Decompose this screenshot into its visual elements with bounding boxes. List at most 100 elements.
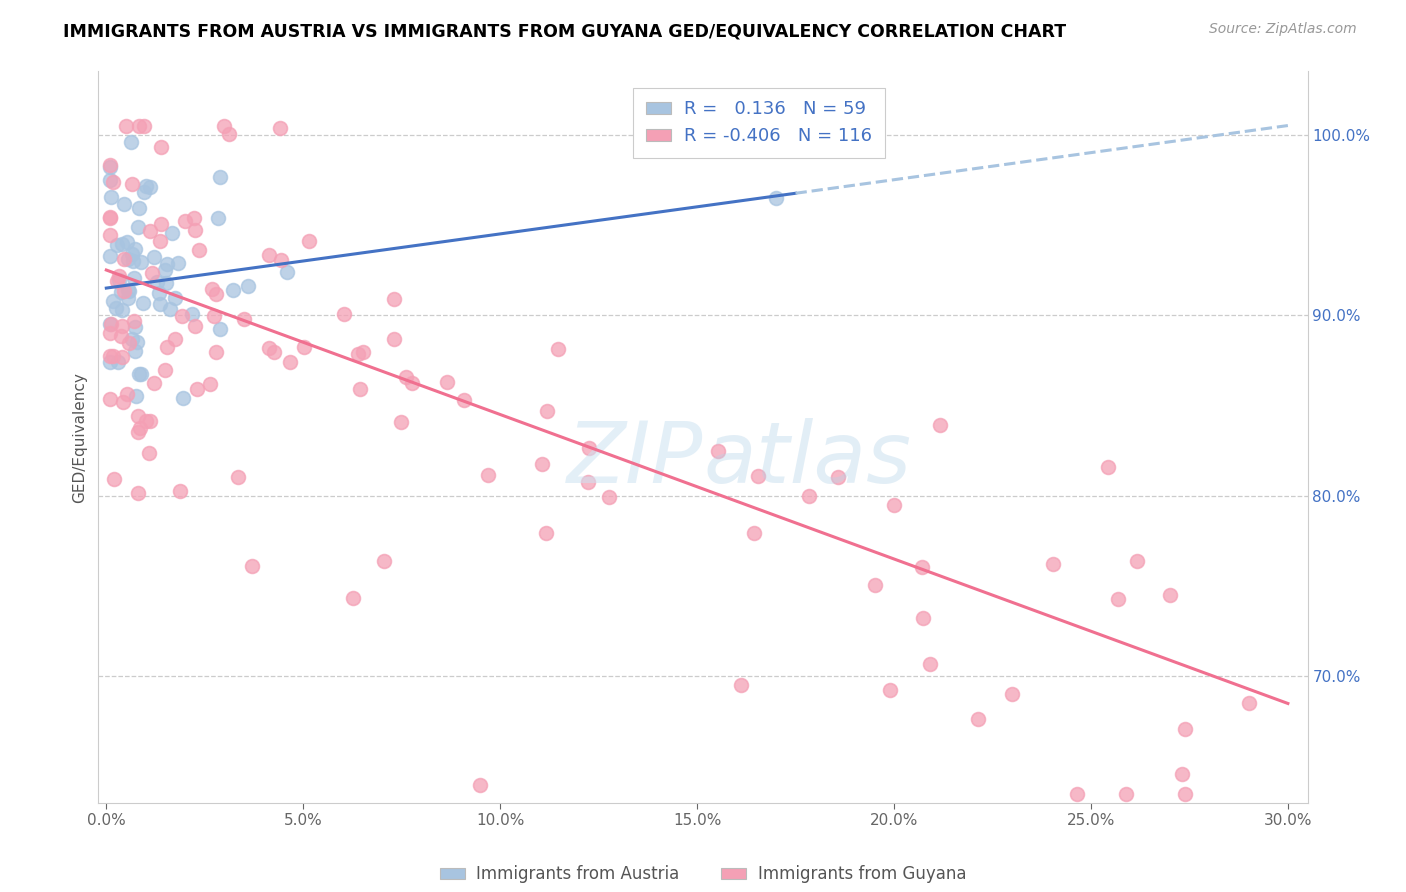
Point <box>208 322 231 336</box>
Point <box>103 472 125 486</box>
Point <box>232 312 254 326</box>
Point <box>918 657 941 671</box>
Point <box>184 319 207 334</box>
Point <box>117 283 139 297</box>
Point <box>395 369 418 384</box>
Point <box>107 355 129 369</box>
Point <box>98 349 121 363</box>
Point <box>139 224 162 238</box>
Point <box>269 120 291 135</box>
Point <box>125 335 148 350</box>
Point <box>98 317 121 331</box>
Point <box>146 275 169 289</box>
Point <box>1066 787 1088 801</box>
Point <box>107 272 129 286</box>
Point <box>117 291 139 305</box>
Point <box>156 340 179 354</box>
Point <box>257 342 280 356</box>
Point <box>200 282 222 296</box>
Point <box>141 266 163 280</box>
Point <box>1097 459 1119 474</box>
Point <box>132 295 155 310</box>
Point <box>121 332 143 346</box>
Point <box>98 392 121 406</box>
Point <box>110 236 132 251</box>
Point <box>149 217 172 231</box>
Legend: Immigrants from Austria, Immigrants from Guyana: Immigrants from Austria, Immigrants from… <box>433 859 973 890</box>
Point <box>536 404 558 418</box>
Point <box>128 421 150 435</box>
Point <box>730 678 752 692</box>
Point <box>160 226 183 240</box>
Point <box>205 286 228 301</box>
Point <box>742 526 765 541</box>
Point <box>112 284 135 298</box>
Point <box>184 223 207 237</box>
Point <box>172 391 194 405</box>
Point <box>373 554 395 568</box>
Point <box>112 395 135 409</box>
Point <box>127 486 149 500</box>
Point <box>138 180 160 194</box>
Point <box>98 160 121 174</box>
Point <box>270 253 292 268</box>
Point <box>122 314 145 328</box>
Point <box>98 227 121 242</box>
Y-axis label: GED/Equivalency: GED/Equivalency <box>72 372 87 502</box>
Point <box>333 307 356 321</box>
Text: atlas: atlas <box>703 417 911 500</box>
Point <box>349 382 371 396</box>
Point <box>127 425 149 440</box>
Point <box>117 386 139 401</box>
Point <box>863 578 886 592</box>
Text: IMMIGRANTS FROM AUSTRIA VS IMMIGRANTS FROM GUYANA GED/EQUIVALENCY CORRELATION CH: IMMIGRANTS FROM AUSTRIA VS IMMIGRANTS FR… <box>63 22 1066 40</box>
Point <box>122 271 145 285</box>
Point <box>128 368 150 382</box>
Point <box>107 274 129 288</box>
Point <box>187 243 209 257</box>
Point <box>111 303 134 318</box>
Point <box>1042 557 1064 571</box>
Point <box>928 418 950 433</box>
Point <box>124 343 146 358</box>
Point <box>139 413 162 427</box>
Point <box>132 119 155 133</box>
Point <box>347 347 370 361</box>
Point <box>108 268 131 283</box>
Point <box>218 127 240 141</box>
Point <box>101 350 124 364</box>
Point <box>198 377 221 392</box>
Point <box>578 441 600 455</box>
Point <box>477 467 499 482</box>
Point <box>453 392 475 407</box>
Point <box>181 307 204 321</box>
Point <box>111 351 134 365</box>
Point <box>155 277 177 291</box>
Point <box>1174 787 1197 801</box>
Point <box>105 238 128 252</box>
Point <box>170 309 193 323</box>
Point <box>98 326 121 340</box>
Point <box>129 368 152 382</box>
Point <box>138 446 160 460</box>
Point <box>353 344 375 359</box>
Point <box>1115 787 1137 801</box>
Point <box>153 263 176 277</box>
Point <box>1171 766 1194 780</box>
Point <box>148 286 170 301</box>
Point <box>100 190 122 204</box>
Point <box>208 170 231 185</box>
Point <box>135 414 157 428</box>
Point <box>342 591 364 605</box>
Point <box>98 173 121 187</box>
Point <box>149 235 172 249</box>
Point <box>534 526 557 541</box>
Point <box>827 469 849 483</box>
Point <box>1159 588 1181 602</box>
Point <box>1237 697 1260 711</box>
Point <box>121 177 143 191</box>
Point <box>207 211 229 225</box>
Point <box>100 317 122 331</box>
Point <box>436 375 458 389</box>
Point <box>278 355 301 369</box>
